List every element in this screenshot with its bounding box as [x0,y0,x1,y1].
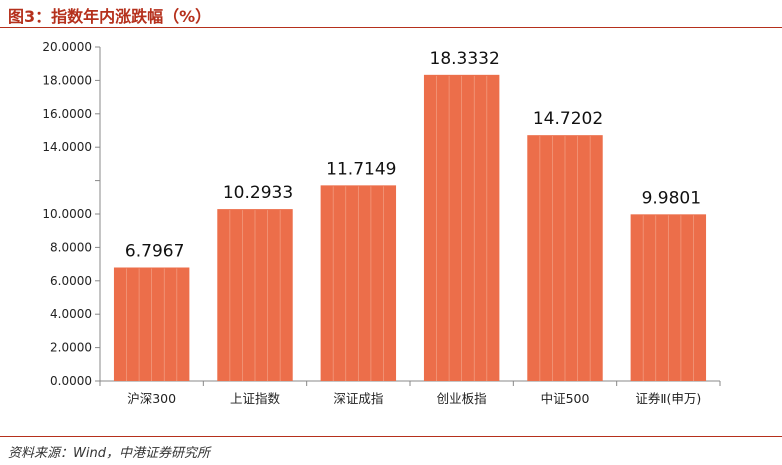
bar-group [320,185,397,381]
x-category-label: 深证成指 [333,391,383,406]
data-label: 11.7149 [326,159,396,179]
bars [113,74,707,381]
data-label: 18.3332 [430,49,500,69]
data-label: 9.9801 [642,188,701,208]
figure-title: 图3：指数年内涨跌幅（%） [8,7,212,26]
bar-group [113,267,190,381]
data-label: 14.7202 [533,109,603,129]
data-label: 6.7967 [125,241,184,261]
bar-group [527,135,603,381]
title-rule [0,27,782,28]
x-category-label: 沪深300 [127,391,176,406]
y-tick-label: 6.0000 [50,274,92,288]
bar-group [423,74,500,381]
x-category-label: 证券Ⅱ(申万) [635,391,701,406]
y-tick-label: 20.0000 [42,40,92,54]
y-tick-label: 8.0000 [50,240,92,254]
y-tick-label: 2.0000 [50,341,92,355]
source-rule [0,436,782,437]
x-category-label: 上证指数 [230,391,281,406]
y-tick-label: 10.0000 [42,207,92,221]
bar-group [217,209,293,381]
bar-group [630,214,707,381]
source-note: 资料来源：Wind，中港证券研究所 [8,446,210,461]
y-tick-label: 18.0000 [42,73,92,87]
y-tick-label: 0.0000 [50,374,92,388]
y-tick-label: 4.0000 [50,307,92,321]
x-axis: 沪深300 上证指数 深证成指 创业板指 中证500 证券Ⅱ(申万) [99,380,721,406]
x-category-label: 中证500 [541,391,590,406]
x-category-label: 创业板指 [437,391,487,406]
data-labels: 6.7967 10.2933 11.7149 18.3332 14.7202 9.9801 [125,49,701,262]
y-tick-label: 14.0000 [42,140,92,154]
y-axis: 0.0000 2.0000 4.0000 6.0000 8.0000 10.0000 14.… [42,40,101,388]
data-label: 10.2933 [223,183,293,203]
y-tick-label: 16.0000 [42,107,92,121]
